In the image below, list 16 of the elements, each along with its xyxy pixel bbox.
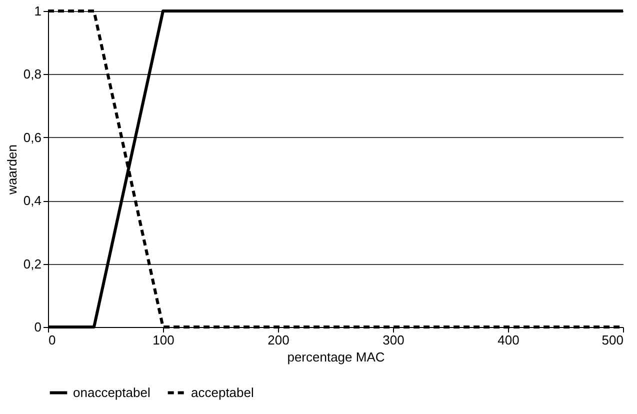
x-axis-title: percentage MAC bbox=[287, 350, 385, 364]
legend-label: acceptabel bbox=[191, 384, 254, 400]
y-tick-label: 0,2 bbox=[23, 256, 42, 272]
x-tick-label: 300 bbox=[382, 332, 404, 348]
y-tick-label: 0 bbox=[34, 320, 42, 334]
x-tick-label: 200 bbox=[268, 332, 290, 348]
x-tick-label: 400 bbox=[498, 332, 520, 348]
legend-label: onacceptabel bbox=[73, 384, 150, 400]
x-tick-label: 500 bbox=[602, 332, 624, 348]
y-axis-title: waarden bbox=[4, 144, 20, 196]
y-tick-label: 0,6 bbox=[23, 130, 42, 145]
y-tick-label: 1 bbox=[34, 4, 42, 18]
y-tick-label: 0,8 bbox=[23, 66, 42, 82]
x-tick-label: 0 bbox=[48, 332, 56, 348]
y-tick-label: 0,4 bbox=[23, 193, 42, 208]
x-tick-label: 100 bbox=[152, 332, 174, 348]
